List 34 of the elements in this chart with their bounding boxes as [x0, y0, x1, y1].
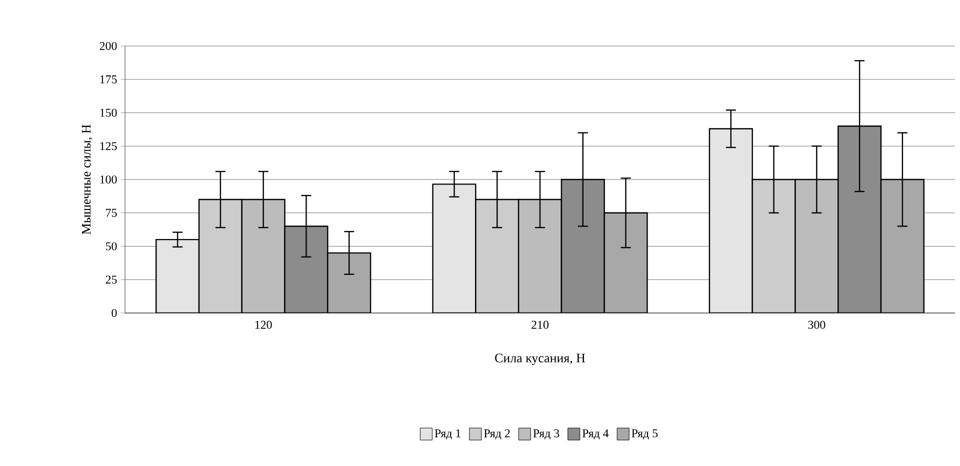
- y-axis-title: Мышечные силы, Н: [82, 124, 92, 234]
- bar: [604, 212, 648, 313]
- legend-label: Ряд 1: [434, 429, 460, 440]
- x-tick-label: 300: [808, 320, 826, 329]
- bar: [838, 126, 882, 313]
- bar: [880, 178, 924, 313]
- y-tick-label: 75: [106, 208, 117, 217]
- bar: [198, 198, 242, 313]
- x-tick-label: 120: [255, 320, 272, 329]
- legend-label: Ряд 2: [484, 429, 510, 440]
- y-tick-label: 25: [106, 276, 117, 284]
- y-tick-label: 0: [112, 308, 117, 318]
- x-axis-title: Сила кусания, Н: [495, 354, 586, 366]
- y-tick-label: 100: [100, 175, 117, 184]
- bar: [327, 252, 372, 313]
- bar: [475, 198, 520, 313]
- bar: [708, 128, 753, 313]
- bar: [518, 198, 562, 313]
- y-tick-label: 175: [100, 75, 117, 84]
- legend-label: Ряд 5: [632, 429, 658, 440]
- y-tick-label: 200: [100, 42, 117, 50]
- y-tick-label: 50: [106, 242, 117, 250]
- bar: [284, 226, 328, 313]
- bar: [794, 178, 839, 313]
- legend-label: Ряд 3: [533, 429, 560, 440]
- bar: [241, 198, 286, 313]
- legend-label: Ряд 4: [582, 429, 609, 440]
- y-tick-label: 150: [100, 108, 117, 117]
- bar: [560, 178, 605, 313]
- bar: [752, 178, 796, 313]
- bar: [156, 238, 200, 313]
- bar: [432, 184, 476, 313]
- y-tick-label: 125: [100, 142, 117, 150]
- x-tick-label: 210: [532, 320, 549, 329]
